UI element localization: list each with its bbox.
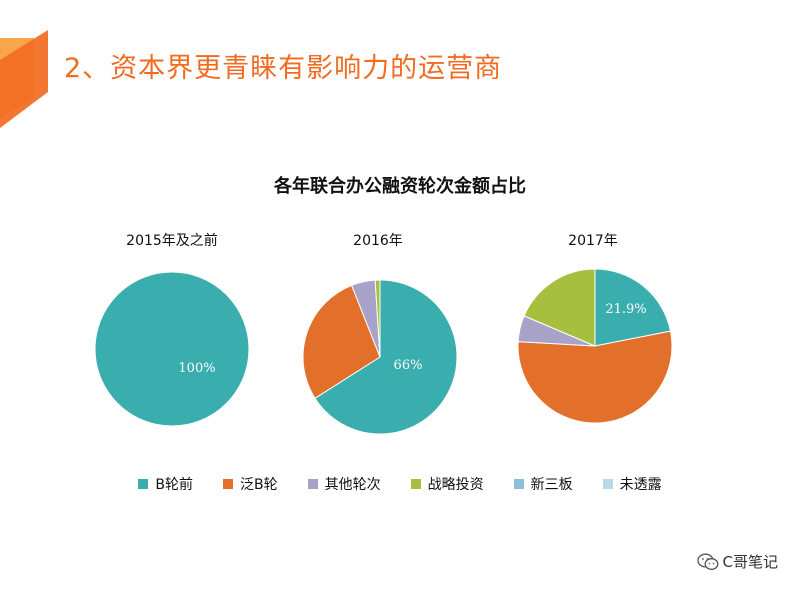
wechat-icon	[696, 553, 718, 570]
pie-slice	[517, 330, 673, 424]
pie-data-label: 66%	[394, 358, 423, 373]
legend-swatch	[307, 479, 318, 489]
legend-label: 战略投资	[427, 477, 484, 493]
legend-item-other-rounds: 其他轮次	[307, 474, 381, 494]
pie-data-label: 21.9%	[605, 302, 646, 317]
legend-item-new-third-board: 新三板	[513, 474, 573, 494]
title-accent-shape	[0, 30, 48, 128]
legend-item-pan-b-round: 泛B轮	[223, 474, 278, 494]
pie-label-2016: 2016年	[353, 233, 403, 249]
pie-slice	[94, 271, 250, 427]
legend-label: 其他轮次	[324, 477, 381, 493]
legend-item-undisclosed: 未透露	[602, 474, 662, 494]
legend-label: B轮前	[155, 477, 193, 493]
legend-swatch	[602, 479, 613, 489]
legend-swatch	[513, 479, 524, 489]
pie-label-2015: 2015年及之前	[126, 233, 218, 249]
pie-label-2017: 2017年	[568, 233, 618, 249]
watermark: C哥笔记	[696, 551, 778, 572]
legend-label: 泛B轮	[240, 477, 278, 493]
pie-slice	[594, 268, 672, 347]
chart-title: 各年联合办公融资轮次金额占比	[274, 176, 526, 197]
pie-slice	[523, 268, 596, 347]
legend-label: 未透露	[619, 477, 662, 493]
legend-swatch	[223, 479, 233, 489]
pie-slice	[374, 279, 381, 358]
legend-label: 新三板	[530, 477, 573, 493]
pie-data-label: 100%	[178, 361, 215, 376]
pie-slice	[314, 279, 458, 435]
chart-legend: B轮前 泛B轮 其他轮次 战略投资 新三板 未透露	[0, 474, 800, 494]
legend-item-b-round-before: B轮前	[138, 474, 193, 494]
watermark-text: C哥笔记	[722, 553, 778, 571]
legend-swatch	[138, 479, 149, 489]
pie-slice	[302, 284, 381, 399]
legend-swatch	[410, 479, 421, 489]
slide-title: 2、资本界更青睐有影响力的运营商	[64, 53, 503, 84]
legend-item-strategic-investment: 战略投资	[410, 474, 484, 494]
